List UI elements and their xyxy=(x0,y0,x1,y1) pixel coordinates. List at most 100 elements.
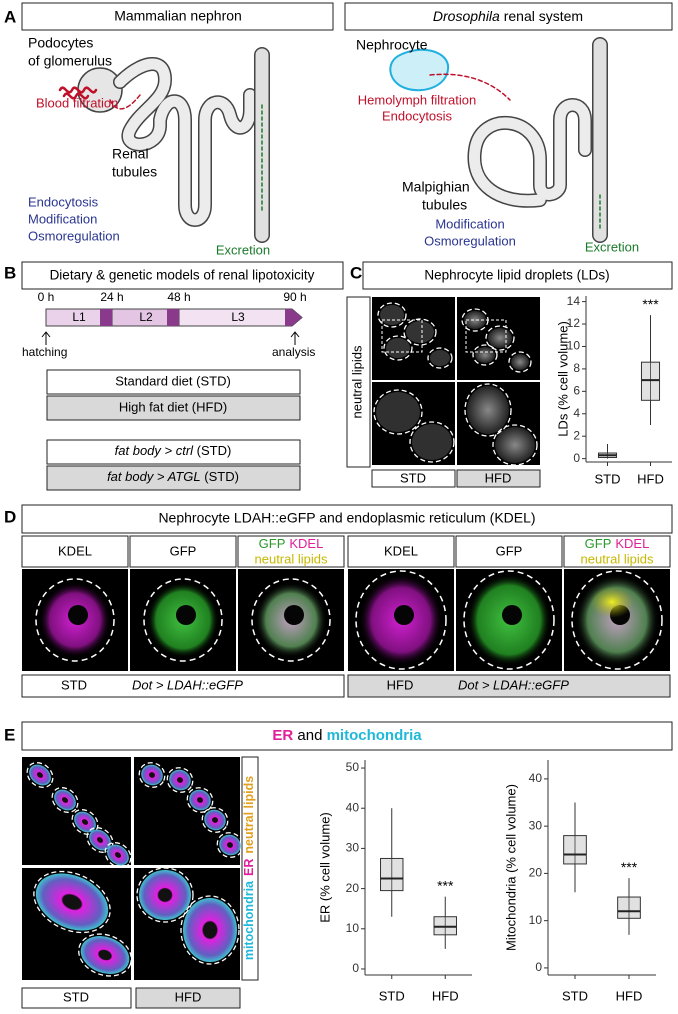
label-box xyxy=(46,439,301,465)
y-tick-label: 10 xyxy=(529,913,543,927)
nucleus xyxy=(502,605,522,625)
cell-signal xyxy=(467,386,509,434)
y-tick-label: 0 xyxy=(535,960,542,974)
cell-signal xyxy=(495,427,535,463)
cell-signal xyxy=(141,764,163,786)
label-part: KDEL xyxy=(615,536,649,551)
panel-label: A xyxy=(4,7,16,26)
cell-signal xyxy=(107,844,129,866)
label-box xyxy=(21,2,334,31)
label: Blood filtration xyxy=(36,95,118,110)
label-box xyxy=(347,535,455,568)
y-tick-label: 14 xyxy=(567,294,581,308)
label-part: ER xyxy=(242,859,256,876)
label: L2 xyxy=(139,310,153,324)
cell-outline xyxy=(26,762,54,788)
label: Modification xyxy=(435,216,504,231)
label-box xyxy=(46,369,301,395)
label-part: mitochondria xyxy=(242,880,256,960)
label: STD xyxy=(400,470,426,485)
panel-title: Drosophila renal system xyxy=(433,8,583,24)
axis-title: ER (% cell volume) xyxy=(317,812,332,923)
cell-signal xyxy=(464,311,486,329)
cell-outline xyxy=(251,578,331,662)
lipid-signal xyxy=(590,586,634,618)
box xyxy=(617,896,641,919)
nucleus xyxy=(68,605,88,625)
label: Dot > LDAH::eGFP xyxy=(458,677,569,692)
label: Excretion xyxy=(216,242,270,257)
cell-outline xyxy=(464,383,512,437)
label: Endocytosis xyxy=(382,108,453,123)
label-part: Drosophila xyxy=(433,8,500,24)
panel-label: D xyxy=(4,507,16,526)
box xyxy=(640,361,661,401)
label-box xyxy=(21,987,132,1009)
label-box xyxy=(347,674,671,698)
label-box xyxy=(362,261,673,290)
axis-title: Mitochondria (% cell volume) xyxy=(503,784,518,951)
label: neutral lipids xyxy=(581,551,654,566)
y-tick-label: 40 xyxy=(529,771,543,785)
label-box xyxy=(21,261,344,290)
panel-title: Nephrocyte LDAH::eGFP and endoplasmic re… xyxy=(158,510,535,526)
label-part: neutral lipids xyxy=(242,776,256,854)
cell-outline xyxy=(485,325,515,351)
x-tick-label: HFD xyxy=(616,988,643,1003)
cell-signal xyxy=(35,873,109,931)
cell-outline xyxy=(180,895,240,965)
cell-signal xyxy=(475,347,495,363)
panel-title: Dietary & genetic models of renal lipoto… xyxy=(50,268,315,283)
cell-outline xyxy=(377,302,407,328)
panel-label: C xyxy=(350,263,362,282)
label: Endocytosis xyxy=(28,194,99,209)
label: Osmoregulation xyxy=(28,228,120,243)
label: KDEL xyxy=(384,543,418,558)
cell-outline xyxy=(143,578,223,662)
label: 90 h xyxy=(283,290,306,304)
label: fat body > ctrl (STD) xyxy=(115,443,232,458)
y-tick-label: 10 xyxy=(567,339,581,353)
label: 24 h xyxy=(100,290,123,304)
y-tick-label: 40 xyxy=(346,800,360,814)
cell-outline xyxy=(136,867,194,923)
cell-signal xyxy=(54,789,76,811)
cell-signal xyxy=(29,764,51,786)
y-tick-label: 6 xyxy=(573,384,580,398)
label-box xyxy=(241,756,259,981)
box xyxy=(433,916,457,936)
x-tick-label: HFD xyxy=(432,988,459,1003)
y-tick-label: 4 xyxy=(573,406,580,420)
label: Nephrocyte xyxy=(356,37,428,53)
label-box xyxy=(21,721,673,751)
label: tubules xyxy=(112,164,157,180)
label: Hemolymph filtration xyxy=(358,92,477,107)
significance: *** xyxy=(642,296,659,312)
arrow xyxy=(41,331,300,345)
label: GFP KDEL xyxy=(585,536,650,551)
label: L1 xyxy=(72,310,86,324)
significance: *** xyxy=(621,859,638,875)
label-box xyxy=(21,674,345,698)
cell-outline xyxy=(492,424,538,466)
nephron-drawing xyxy=(58,37,608,243)
y-tick-label: 0 xyxy=(352,961,359,975)
label-box xyxy=(237,535,345,568)
label: HFD xyxy=(175,989,202,1004)
cell-signal xyxy=(380,305,404,325)
label: analysis xyxy=(272,345,315,359)
label: GFP xyxy=(170,543,197,558)
cell-outline xyxy=(571,570,663,670)
cell-signal xyxy=(430,350,450,366)
cell-outline xyxy=(35,578,115,662)
label: L3 xyxy=(231,310,245,324)
label-box xyxy=(129,535,237,568)
y-tick-label: 30 xyxy=(529,818,543,832)
label: neutral lipids xyxy=(255,551,328,566)
label-box xyxy=(46,465,301,491)
x-tick-label: STD xyxy=(379,988,405,1003)
nucleus xyxy=(176,605,196,625)
label-part: mitochondria xyxy=(327,727,423,744)
label-box xyxy=(21,535,129,568)
cell-signal xyxy=(406,321,434,343)
